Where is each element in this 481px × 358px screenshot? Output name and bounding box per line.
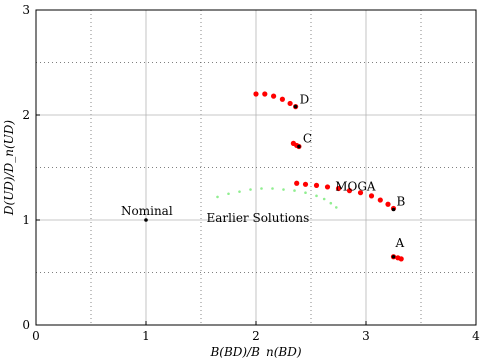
- label-c: C: [303, 132, 312, 146]
- data-point: [216, 195, 219, 199]
- series-moga: [253, 91, 404, 262]
- marker-c: [297, 144, 301, 149]
- data-point: [282, 188, 285, 191]
- series-layer: [216, 91, 404, 262]
- labels-layer: Nominal A B C D MOGA Earlier Solutions: [121, 93, 406, 259]
- x-axis-label: B(BD)/B_n(BD): [209, 345, 301, 358]
- data-point: [293, 189, 296, 192]
- data-point: [346, 188, 353, 194]
- data-point: [249, 188, 252, 191]
- data-point: [377, 197, 383, 203]
- data-point: [329, 201, 333, 205]
- x-tick-label: 1: [142, 329, 150, 343]
- label-b: B: [397, 195, 406, 209]
- data-point: [279, 96, 285, 102]
- data-point: [238, 190, 241, 193]
- data-point: [324, 184, 331, 190]
- data-point: [398, 256, 404, 262]
- data-point: [262, 91, 268, 97]
- data-point: [253, 91, 259, 97]
- data-point: [227, 192, 230, 196]
- marker-a: [391, 254, 396, 259]
- marker-nominal: [144, 218, 148, 222]
- data-point: [260, 187, 263, 190]
- y-tick-label: 3: [22, 3, 30, 17]
- label-a: A: [395, 236, 405, 250]
- annotation-moga: MOGA: [335, 180, 376, 194]
- label-nominal: Nominal: [121, 204, 173, 218]
- data-point: [313, 182, 320, 188]
- y-tick-label: 1: [22, 213, 30, 227]
- y-axis-label: D(UD)/D_n(UD): [2, 120, 16, 217]
- data-point: [368, 193, 375, 199]
- annotation-earlier-solutions: Earlier Solutions: [207, 211, 310, 225]
- label-d: D: [300, 93, 310, 107]
- series-earlier-solutions: [216, 187, 338, 209]
- ticks: 0 1 2 3 4 0 1 2 3: [22, 3, 480, 343]
- data-point: [322, 197, 326, 201]
- x-tick-label: 2: [252, 329, 260, 343]
- data-point: [357, 190, 364, 196]
- marker-d: [293, 104, 298, 109]
- data-point: [304, 191, 307, 194]
- y-tick-label: 0: [22, 318, 30, 332]
- data-point: [294, 180, 300, 186]
- x-tick-label: 4: [472, 329, 480, 343]
- x-tick-label: 0: [32, 329, 40, 343]
- data-point: [302, 181, 309, 187]
- data-point: [385, 201, 391, 207]
- data-point: [335, 206, 338, 209]
- data-point: [315, 194, 318, 198]
- data-point: [335, 185, 342, 192]
- y-tick-label: 2: [22, 108, 30, 122]
- marker-b: [391, 207, 396, 212]
- data-point: [287, 100, 293, 107]
- x-tick-label: 3: [362, 329, 370, 343]
- data-point: [271, 93, 277, 99]
- data-point: [271, 187, 274, 190]
- grid: [36, 10, 476, 325]
